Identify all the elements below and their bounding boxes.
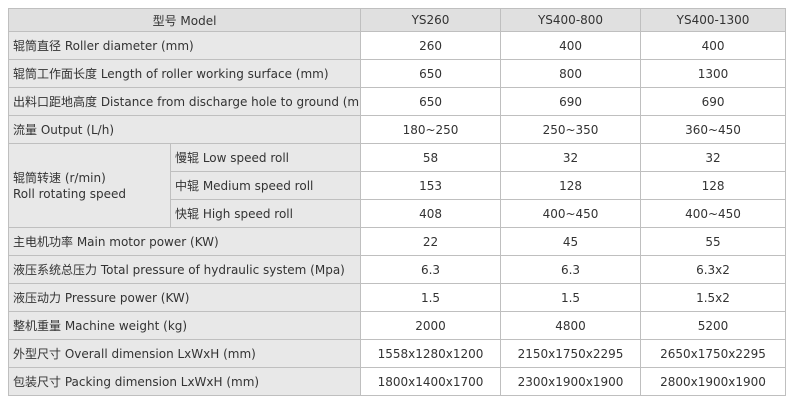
sub-label: 中辊 Medium speed roll: [169, 171, 362, 200]
row-label: 出料口距地高度 Distance from discharge hole to …: [7, 87, 362, 116]
value-cell: 153: [360, 171, 502, 200]
row: 包装尺寸 Packing dimension LxWxH (mm) 1800x14…: [7, 367, 787, 396]
value-cell: 360~450: [640, 115, 787, 144]
value-cell: 1800x1400x1700: [360, 367, 502, 396]
row: 液压动力 Pressure power (KW) 1.5 1.5 1.5x2: [7, 283, 787, 312]
row: 外型尺寸 Overall dimension LxWxH (mm) 1558x12…: [7, 339, 787, 368]
value-cell: 650: [360, 87, 502, 116]
value-cell: 2800x1900x1900: [640, 367, 787, 396]
value-cell: 180~250: [360, 115, 502, 144]
value-cell: 6.3: [500, 255, 642, 284]
row-label: 辊筒工作面长度 Length of roller working surface…: [7, 59, 362, 88]
row: 出料口距地高度 Distance from discharge hole to …: [7, 87, 787, 116]
row: 整机重量 Machine weight (kg) 2000 4800 5200: [7, 311, 787, 340]
row: 辊筒工作面长度 Length of roller working surface…: [7, 59, 787, 88]
value-cell: 400~450: [500, 199, 642, 228]
value-cell: 6.3x2: [640, 255, 787, 284]
header-cell: YS400-1300: [640, 8, 787, 32]
value-cell: 45: [500, 227, 642, 256]
row: 液压系统总压力 Total pressure of hydraulic syst…: [7, 255, 787, 284]
group-label: 辊筒转速 (r/min) Roll rotating speed: [8, 143, 171, 228]
value-cell: 250~350: [500, 115, 642, 144]
value-cell: 1300: [640, 59, 787, 88]
value-cell: 408: [360, 199, 502, 228]
value-cell: 22: [360, 227, 502, 256]
group-label-line: Roll rotating speed: [13, 186, 127, 201]
value-cell: 260: [360, 31, 502, 60]
value-cell: 400: [640, 31, 787, 60]
value-cell: 128: [500, 171, 642, 200]
row-label: 主电机功率 Main motor power (KW): [7, 227, 362, 256]
header-cell: 型号 Model: [7, 8, 362, 32]
header-cell: YS400-800: [500, 8, 642, 32]
value-cell: 5200: [640, 311, 787, 340]
row-label: 液压动力 Pressure power (KW): [7, 283, 362, 312]
table-body: 型号 Model YS260 YS400-800 YS400-1300 辊筒直径 Rol…: [7, 8, 787, 396]
row-label: 包装尺寸 Packing dimension LxWxH (mm): [7, 367, 362, 396]
value-cell: 55: [640, 227, 787, 256]
value-cell: 128: [640, 171, 787, 200]
value-cell: 58: [360, 143, 502, 172]
header-cell: YS260: [360, 8, 502, 32]
row: 主电机功率 Main motor power (KW) 22 45 55: [7, 227, 787, 256]
value-cell: 1.5x2: [640, 283, 787, 312]
row-label: 外型尺寸 Overall dimension LxWxH (mm): [7, 339, 362, 368]
row: 流量 Output (L/h) 180~250 250~350 360~450: [7, 115, 787, 144]
row: 辊筒直径 Roller diameter (mm) 260 400 400: [7, 31, 787, 60]
sub-label: 快辊 High speed roll: [169, 199, 362, 228]
spec-table: 型号 Model YS260 YS400-800 YS400-1300 辊筒直径 Rol…: [7, 8, 787, 396]
sub-label: 慢辊 Low speed roll: [169, 143, 362, 172]
value-cell: 1558x1280x1200: [360, 339, 502, 368]
value-cell: 400~450: [640, 199, 787, 228]
value-cell: 400: [500, 31, 642, 60]
row: 中辊 Medium speed roll 153 128 128: [9, 171, 787, 200]
row-label: 辊筒直径 Roller diameter (mm): [7, 31, 362, 60]
value-cell: 32: [500, 143, 642, 172]
value-cell: 2000: [360, 311, 502, 340]
group-label-line: 辊筒转速 (r/min): [13, 170, 106, 185]
value-cell: 2300x1900x1900: [500, 367, 642, 396]
value-cell: 2650x1750x2295: [640, 339, 787, 368]
value-cell: 800: [500, 59, 642, 88]
row-label: 整机重量 Machine weight (kg): [7, 311, 362, 340]
value-cell: 6.3: [360, 255, 502, 284]
value-cell: 1.5: [360, 283, 502, 312]
header-row: 型号 Model YS260 YS400-800 YS400-1300: [7, 8, 787, 32]
row-label: 流量 Output (L/h): [7, 115, 362, 144]
row: 辊筒转速 (r/min) Roll rotating speed 慢辊 Low sp…: [8, 143, 787, 228]
value-cell: 4800: [500, 311, 642, 340]
value-cell: 690: [640, 87, 787, 116]
value-cell: 690: [500, 87, 642, 116]
row: 快辊 High speed roll 408 400~450 400~450: [9, 199, 787, 228]
value-cell: 1.5: [500, 283, 642, 312]
value-cell: 650: [360, 59, 502, 88]
value-cell: 2150x1750x2295: [500, 339, 642, 368]
row-label: 液压系统总压力 Total pressure of hydraulic syst…: [7, 255, 362, 284]
value-cell: 32: [640, 143, 787, 172]
